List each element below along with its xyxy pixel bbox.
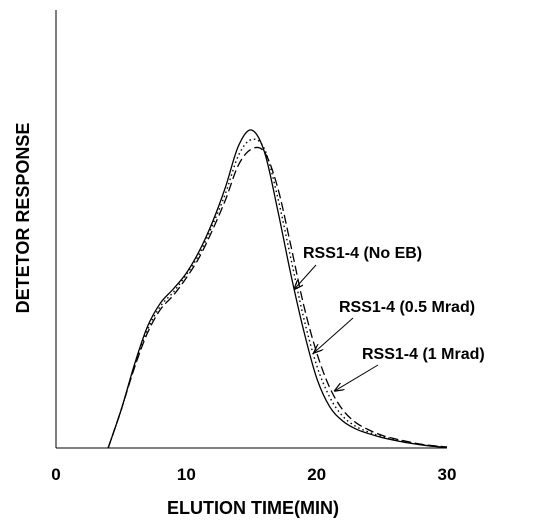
annotation-label: RSS1-4 (0.5 Mrad) (339, 299, 475, 316)
x-tick-label: 20 (307, 465, 326, 484)
annotations: RSS1-4 (No EB) RSS1-4 (0.5 Mrad) RSS1-4 (1… (295, 245, 485, 391)
x-tick-label: 30 (438, 465, 457, 484)
annotation-label: RSS1-4 (No EB) (303, 245, 422, 262)
y-axis-label: DETETOR RESPONSE (13, 123, 33, 314)
annotation-arrow (295, 264, 317, 289)
annotation-arrow (335, 364, 379, 391)
x-tick-label: 0 (51, 465, 60, 484)
annotation-label: RSS1-4 (1 Mrad) (362, 346, 485, 363)
annotation-arrow (314, 317, 354, 353)
x-tick-labels: 0 10 20 30 (51, 465, 456, 484)
series-group (107, 129, 448, 449)
x-axis-label: ELUTION TIME(MIN) (167, 498, 339, 518)
x-tick-label: 10 (177, 465, 196, 484)
series-line-solid (107, 129, 448, 449)
series-line-dashed (107, 146, 448, 449)
